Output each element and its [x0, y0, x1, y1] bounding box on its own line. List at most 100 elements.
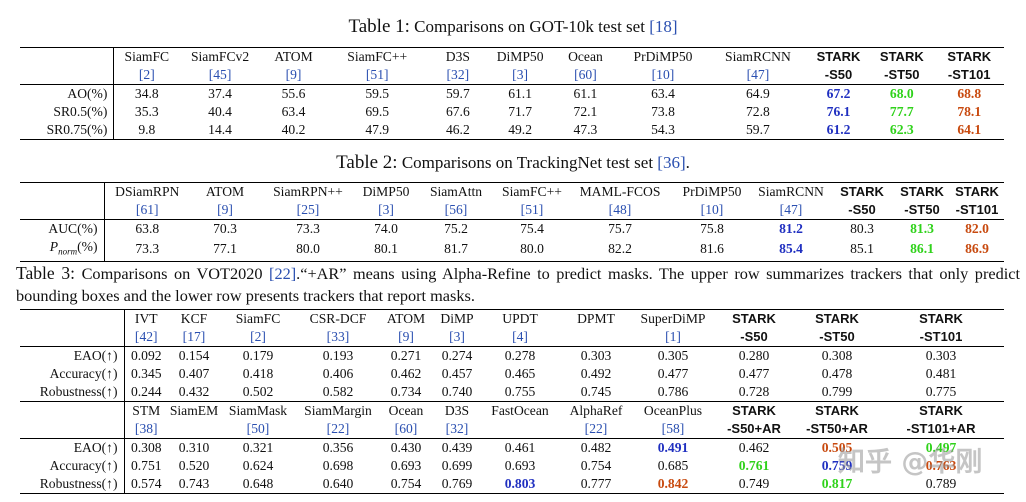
column-header-ref: [9] [398, 329, 414, 344]
column-header-name: SiamRCNN [707, 47, 808, 66]
table-cell: 0.582 [322, 384, 354, 399]
table-cell: 67.2 [807, 84, 870, 103]
table-cell: 0.462 [712, 438, 796, 457]
column-header-ref: [56] [444, 202, 468, 217]
table-cell: 0.648 [220, 475, 296, 494]
table-cell: 14.4 [179, 121, 261, 140]
row-label: AUC(%) [20, 219, 105, 238]
table-cell: 0.734 [390, 384, 422, 399]
table-row: Pnorm(%) 73.3 77.1 80.0 80.1 81.7 80.0 82.2 81.6… [20, 238, 1004, 262]
table-row: EAO(↑) 0.092 0.154 0.179 0.193 0.271 0.274 0.27… [20, 346, 1004, 365]
column-header-ref: [32] [446, 67, 470, 82]
table-cell: 0.310 [168, 438, 220, 457]
table2-caption: Table 2: Comparisons on TrackingNet test… [0, 152, 1026, 174]
table3-caption: Table 3: Comparisons on VOT2020 [22].“+A… [16, 262, 1020, 307]
table-cell: 63.4 [618, 84, 708, 103]
row-label: Accuracy(↑) [20, 457, 125, 475]
column-header-ref: -S50 [740, 329, 768, 344]
header-corner [20, 66, 115, 85]
table-cell: 0.481 [925, 366, 957, 381]
column-header-name: SiamFC [113, 47, 180, 66]
column-header-ref: -ST50+AR [806, 421, 868, 436]
table-cell: 85.4 [752, 238, 830, 262]
column-header-ref: -ST50 [884, 67, 920, 82]
row-label: Accuracy(↑) [20, 365, 125, 383]
column-header-name: D3S [428, 47, 488, 66]
table2-label: Table 2: [336, 152, 398, 173]
table-cell: 0.345 [130, 366, 162, 381]
table-cell: 0.432 [178, 384, 210, 399]
table2: DSiamRPN ATOM SiamRPN++ DiMP50 SiamAttn SiamF… [20, 182, 1004, 262]
table-cell: 80.0 [496, 238, 568, 262]
table-cell: 0.154 [168, 346, 220, 365]
column-header-name: SiamFC++ [326, 47, 429, 66]
row-label: AO(%) [20, 84, 115, 103]
table-cell: 0.308 [124, 438, 168, 457]
table-cell: 72.1 [573, 104, 598, 119]
table-cell: 0.303 [878, 346, 1004, 365]
header-corner [20, 309, 125, 328]
column-header-name: DPMT [558, 309, 634, 328]
column-header-ref: [10] [700, 202, 724, 217]
table-cell: 0.280 [712, 346, 796, 365]
table-cell: 46.2 [428, 121, 488, 140]
table2-ref: [36] [657, 153, 686, 172]
column-header-name: PrDiMP50 [618, 47, 708, 66]
table-cell: 0.482 [558, 438, 634, 457]
column-header-ref: [32] [445, 421, 469, 436]
column-header-name: DiMP [432, 309, 482, 328]
column-header-name: FastOcean [482, 401, 558, 420]
column-header-ref: [22] [326, 421, 350, 436]
header-corner [20, 182, 105, 201]
column-header-name: DiMP50 [487, 47, 553, 66]
table-cell: 0.457 [441, 366, 473, 381]
column-header-name: STM [124, 401, 168, 420]
table-cell: 73.3 [104, 238, 190, 262]
table-row: SR0.5(%) 35.3 40.4 63.4 69.5 67.6 71.7 72.1 73.8… [20, 103, 1004, 121]
column-header-ref: -ST101+AR [906, 421, 976, 436]
table-row: AUC(%) 63.8 70.3 73.3 74.0 75.2 75.4 75.7 75.8 81… [20, 219, 1004, 238]
table1-label: Table 1: [348, 16, 410, 37]
table3-label: Table 3: [16, 263, 76, 283]
table-cell: 0.685 [657, 458, 689, 473]
table-cell: 47.3 [552, 121, 619, 140]
column-header-ref: [48] [608, 202, 632, 217]
column-header-name: STARK [830, 182, 894, 201]
column-header-name: IVT [124, 309, 168, 328]
column-header-ref: [3] [378, 202, 394, 217]
table-cell: 0.492 [580, 366, 612, 381]
column-header-ref: [45] [208, 67, 232, 82]
column-header-name: UPDT [482, 309, 558, 328]
table-cell: 0.465 [504, 366, 536, 381]
column-header-ref: [3] [512, 67, 529, 82]
table-cell: 0.505 [796, 438, 878, 457]
column-header-ref: [42] [134, 329, 158, 344]
column-header-ref: -ST101 [919, 329, 963, 344]
table-cell: 0.418 [242, 366, 274, 381]
table-cell: 0.274 [432, 346, 482, 365]
table-cell: 80.1 [356, 238, 416, 262]
column-header-name: PrDiMP50 [672, 182, 752, 201]
table3: IVT KCF SiamFC CSR-DCF ATOM DiMP UPDT DPMT Super… [20, 309, 1004, 494]
table-cell: 54.3 [618, 121, 708, 140]
table3-caption-ref: [22] [269, 264, 297, 283]
column-header-name: AlphaRef [558, 401, 634, 420]
column-header-ref: -ST101 [955, 202, 999, 217]
table-cell: 61.2 [807, 121, 870, 140]
column-header-ref: [17] [182, 329, 206, 344]
column-header-name: Ocean [552, 47, 619, 66]
table-cell: 73.8 [651, 104, 675, 119]
row-label: Robustness(↑) [20, 383, 125, 402]
table-cell: 0.640 [296, 475, 380, 494]
table-cell: 0.308 [796, 346, 878, 365]
table-cell: 0.303 [558, 346, 634, 365]
header-corner [20, 420, 125, 439]
row-label-sub: norm [58, 246, 78, 257]
table-cell: 0.278 [482, 346, 558, 365]
column-header-name: STARK [796, 309, 878, 328]
table-cell: 71.7 [508, 104, 532, 119]
table-cell: 0.699 [441, 458, 473, 473]
table-cell: 0.478 [821, 366, 853, 381]
column-header-ref: [51] [365, 67, 389, 82]
column-header-ref: [1] [665, 329, 681, 344]
